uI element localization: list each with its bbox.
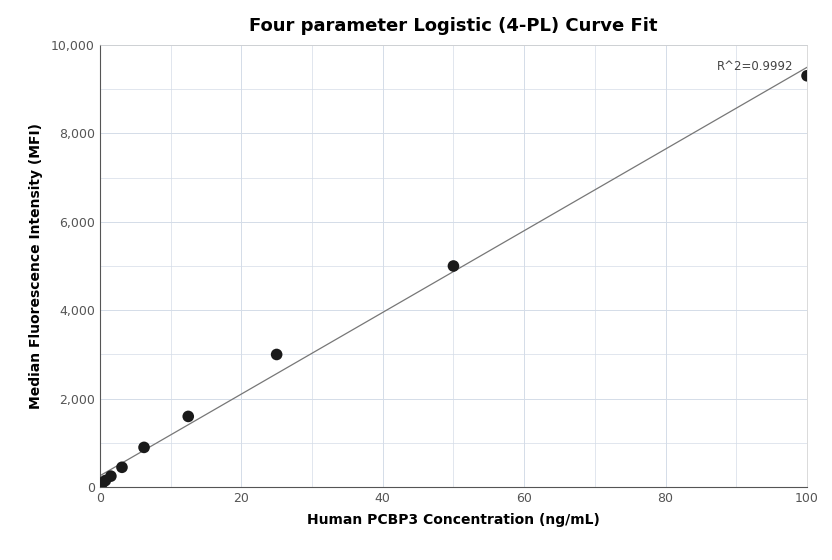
Y-axis label: Median Fluorescence Intensity (MFI): Median Fluorescence Intensity (MFI): [29, 123, 42, 409]
X-axis label: Human PCBP3 Concentration (ng/mL): Human PCBP3 Concentration (ng/mL): [307, 514, 600, 528]
Title: Four parameter Logistic (4-PL) Curve Fit: Four parameter Logistic (4-PL) Curve Fit: [250, 17, 657, 35]
Point: [137, 443, 151, 452]
Point: [99, 476, 112, 485]
Point: [800, 71, 814, 80]
Point: [270, 350, 283, 359]
Point: [181, 412, 195, 421]
Point: [96, 478, 109, 487]
Point: [104, 472, 117, 480]
Text: R^2=0.9992: R^2=0.9992: [716, 60, 793, 73]
Point: [116, 463, 129, 472]
Point: [447, 262, 460, 270]
